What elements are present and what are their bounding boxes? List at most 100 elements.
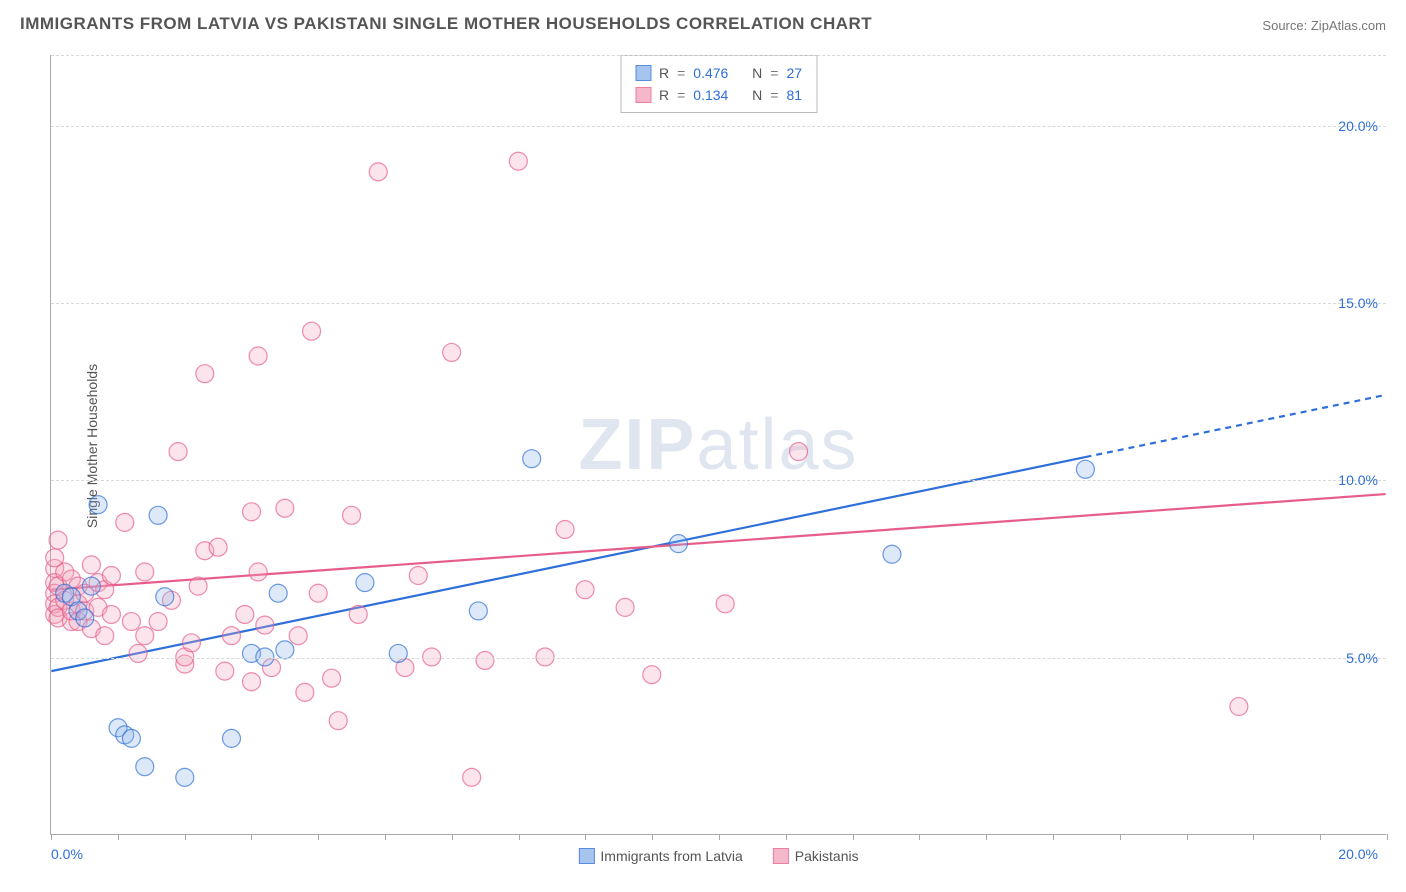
x-tick-mark (986, 834, 987, 840)
scatter-point (296, 683, 314, 701)
scatter-point (790, 443, 808, 461)
scatter-point (289, 627, 307, 645)
source-name: ZipAtlas.com (1311, 18, 1386, 33)
x-tick-mark (786, 834, 787, 840)
scatter-point (349, 605, 367, 623)
x-tick-mark (1053, 834, 1054, 840)
legend-swatch-2 (773, 848, 789, 864)
scatter-point (102, 605, 120, 623)
scatter-point (329, 712, 347, 730)
r-label-2: R (659, 84, 669, 106)
scatter-point (222, 729, 240, 747)
scatter-point (236, 605, 254, 623)
x-tick-mark (318, 834, 319, 840)
scatter-point (476, 652, 494, 670)
scatter-point (276, 641, 294, 659)
scatter-point (616, 598, 634, 616)
scatter-point (76, 609, 94, 627)
x-tick-mark (185, 834, 186, 840)
scatter-point (356, 574, 374, 592)
scatter-point (82, 577, 100, 595)
r-value-2: 0.134 (693, 84, 728, 106)
r-value-1: 0.476 (693, 62, 728, 84)
scatter-point (176, 768, 194, 786)
scatter-point (136, 758, 154, 776)
scatter-point (576, 581, 594, 599)
scatter-point (89, 496, 107, 514)
scatter-point (222, 627, 240, 645)
scatter-point (209, 538, 227, 556)
scatter-point (189, 577, 207, 595)
source-attribution: Source: ZipAtlas.com (1262, 18, 1386, 33)
scatter-point (216, 662, 234, 680)
scatter-point (643, 666, 661, 684)
gridline (51, 303, 1386, 304)
scatter-point (243, 503, 261, 521)
gridline (51, 55, 1386, 56)
scatter-point (509, 152, 527, 170)
scatter-point (409, 567, 427, 585)
legend-item-2: Pakistanis (773, 848, 859, 864)
x-tick-mark (118, 834, 119, 840)
equals-icon: = (770, 62, 778, 84)
swatch-series-1 (635, 65, 651, 81)
n-label-2: N (752, 84, 762, 106)
scatter-point (276, 499, 294, 517)
scatter-point (443, 343, 461, 361)
n-label-1: N (752, 62, 762, 84)
scatter-point (1076, 460, 1094, 478)
scatter-point (556, 520, 574, 538)
scatter-point (96, 627, 114, 645)
scatter-point (243, 673, 261, 691)
scatter-point (389, 644, 407, 662)
scatter-point (116, 513, 134, 531)
x-tick-mark (1120, 834, 1121, 840)
stats-legend-box: R = 0.476 N = 27 R = 0.134 N = 81 (620, 55, 817, 113)
n-value-1: 27 (786, 62, 802, 84)
scatter-point (249, 563, 267, 581)
chart-title: IMMIGRANTS FROM LATVIA VS PAKISTANI SING… (20, 14, 872, 34)
stats-row-series-2: R = 0.134 N = 81 (635, 84, 802, 106)
scatter-point (102, 567, 120, 585)
y-tick-label: 5.0% (1346, 650, 1378, 666)
x-tick-mark (452, 834, 453, 840)
scatter-point (323, 669, 341, 687)
scatter-point (136, 563, 154, 581)
scatter-point (269, 584, 287, 602)
x-tick-mark (519, 834, 520, 840)
x-tick-mark (585, 834, 586, 840)
scatter-point (463, 768, 481, 786)
plot-area: ZIPatlas R = 0.476 N = 27 R = 0.134 N (50, 55, 1386, 835)
equals-icon: = (677, 84, 685, 106)
x-tick-mark (51, 834, 52, 840)
scatter-point (249, 347, 267, 365)
scatter-point (129, 644, 147, 662)
x-tick-mark (919, 834, 920, 840)
scatter-point (523, 450, 541, 468)
scatter-point (169, 443, 187, 461)
scatter-points-layer (51, 55, 1386, 834)
x-tick-mark (719, 834, 720, 840)
legend-bottom: Immigrants from Latvia Pakistanis (578, 848, 858, 864)
source-label: Source: (1262, 18, 1307, 33)
scatter-point (122, 613, 140, 631)
scatter-point (182, 634, 200, 652)
legend-label-2: Pakistanis (795, 848, 859, 864)
gridline (51, 658, 1386, 659)
scatter-point (303, 322, 321, 340)
x-tick-mark (1387, 834, 1388, 840)
y-tick-label: 10.0% (1338, 472, 1378, 488)
x-tick-mark (385, 834, 386, 840)
scatter-point (369, 163, 387, 181)
x-tick-mark (1187, 834, 1188, 840)
scatter-point (149, 613, 167, 631)
swatch-series-2 (635, 87, 651, 103)
gridline (51, 126, 1386, 127)
scatter-point (196, 365, 214, 383)
y-tick-label: 15.0% (1338, 295, 1378, 311)
x-tick-20: 20.0% (1338, 846, 1378, 862)
scatter-point (309, 584, 327, 602)
scatter-point (256, 616, 274, 634)
chart-container: IMMIGRANTS FROM LATVIA VS PAKISTANI SING… (0, 0, 1406, 892)
scatter-point (1230, 698, 1248, 716)
